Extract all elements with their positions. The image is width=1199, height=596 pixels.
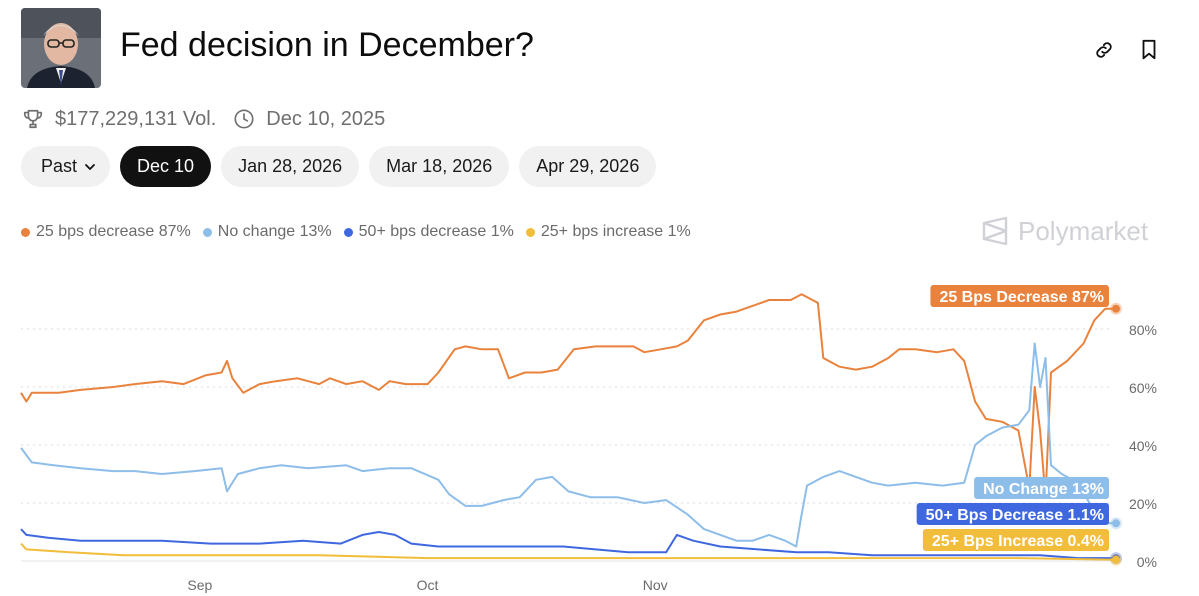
- tab-past-label: Past: [41, 156, 78, 176]
- chart-series: [20, 293, 1122, 566]
- chevron-down-icon: [85, 163, 95, 170]
- series-end-label-bg: [974, 477, 1109, 499]
- market-title: Fed decision in December?: [120, 26, 534, 64]
- legend-label: 50+ bps decrease 1%: [358, 223, 514, 240]
- series-end-label-bg: [922, 529, 1109, 551]
- end-date-text: Dec 10, 2025: [266, 107, 386, 130]
- tab-dec-10[interactable]: Dec 10: [120, 146, 212, 187]
- tab-mar-18-2026[interactable]: Mar 18, 2026: [369, 146, 510, 187]
- tab-label: Apr 29, 2026: [536, 156, 640, 176]
- series-end-label: 25+ Bps Increase 0.4%: [922, 529, 1109, 551]
- series-end-dot: [1112, 519, 1120, 528]
- chart-gridlines: [21, 328, 1112, 504]
- tab-jan-28-2026[interactable]: Jan 28, 2026: [221, 146, 360, 187]
- legend-label: No change 13%: [217, 223, 332, 240]
- legend-item: No change 13%: [202, 223, 332, 241]
- market-header: Fed decision in December?: [21, 8, 1181, 88]
- tab-label: Jan 28, 2026: [238, 156, 343, 176]
- polymarket-logo-icon: [982, 216, 1008, 246]
- series-end-label-text: 50+ Bps Decrease 1.1%: [926, 507, 1104, 524]
- probability-line-chart: 0% 20% 40% 60% 80% Sep Oct Nov 25 Bps Decrease …: [20, 285, 1157, 593]
- person-portrait-icon: [21, 8, 101, 88]
- bookmark-icon: [1142, 39, 1156, 60]
- legend-item: 25 bps decrease 87%: [21, 223, 191, 241]
- date-tabs: Past Dec 10 Jan 28, 2026 Mar 18, 2026 Ap…: [21, 146, 657, 187]
- legend-dot: [21, 227, 30, 237]
- tab-label: Mar 18, 2026: [386, 156, 493, 176]
- series-end-label-text: No Change 13%: [983, 481, 1104, 498]
- clock-icon: [232, 107, 256, 131]
- tab-apr-29-2026[interactable]: Apr 29, 2026: [519, 146, 657, 187]
- trophy-icon: [21, 107, 45, 131]
- copy-link-button[interactable]: [1090, 36, 1118, 64]
- legend-dot: [202, 227, 212, 237]
- tab-label: Dec 10: [137, 156, 195, 176]
- series-line-2: [20, 528, 1116, 560]
- chart-end-labels: 25 Bps Decrease 87% No Change 13% 50+ Bps …: [916, 285, 1109, 551]
- series-end-dot: [1112, 304, 1120, 313]
- legend-item: 50+ bps decrease 1%: [343, 223, 514, 241]
- y-tick-label: 20%: [1129, 496, 1157, 512]
- y-tick-label: 0%: [1137, 554, 1157, 570]
- series-end-label-text: 25+ Bps Increase 0.4%: [932, 533, 1104, 550]
- chart-legend: 25 bps decrease 87% No change 13% 50+ bp…: [21, 222, 703, 242]
- chart-axes: 0% 20% 40% 60% 80% Sep Oct Nov: [21, 322, 1157, 593]
- tab-past[interactable]: Past: [21, 146, 111, 187]
- y-tick-label: 40%: [1129, 438, 1157, 454]
- series-end-label: 25 Bps Decrease 87%: [930, 285, 1109, 307]
- series-end-dot: [1112, 555, 1120, 564]
- brand-name: Polymarket: [1018, 215, 1149, 246]
- series-line-3: [20, 542, 1117, 561]
- x-tick-label: Sep: [187, 577, 212, 593]
- x-tick-label: Oct: [417, 577, 439, 593]
- series-line-0: [20, 293, 1116, 499]
- market-meta: $177,229,131 Vol. Dec 10, 2025: [21, 106, 401, 132]
- market-avatar: [21, 8, 101, 88]
- series-end-label: No Change 13%: [974, 477, 1109, 499]
- legend-dot: [525, 227, 535, 237]
- bookmark-button[interactable]: [1135, 36, 1163, 64]
- series-line-1: [20, 342, 1116, 548]
- series-end-label: 50+ Bps Decrease 1.1%: [916, 503, 1109, 525]
- series-end-label-bg: [916, 503, 1109, 525]
- link-icon: [1096, 42, 1112, 58]
- y-tick-label: 60%: [1129, 380, 1157, 396]
- y-tick-label: 80%: [1129, 322, 1157, 338]
- legend-item: 25+ bps increase 1%: [525, 223, 691, 241]
- series-end-label-text: 25 Bps Decrease 87%: [939, 289, 1104, 306]
- legend-label: 25+ bps increase 1%: [540, 223, 691, 240]
- legend-dot: [343, 227, 353, 237]
- x-tick-label: Nov: [643, 577, 668, 593]
- brand-watermark: Polymarket: [980, 214, 1148, 248]
- volume-text: $177,229,131 Vol.: [55, 107, 217, 130]
- legend-label: 25 bps decrease 87%: [36, 223, 191, 240]
- series-end-label-bg: [930, 285, 1109, 307]
